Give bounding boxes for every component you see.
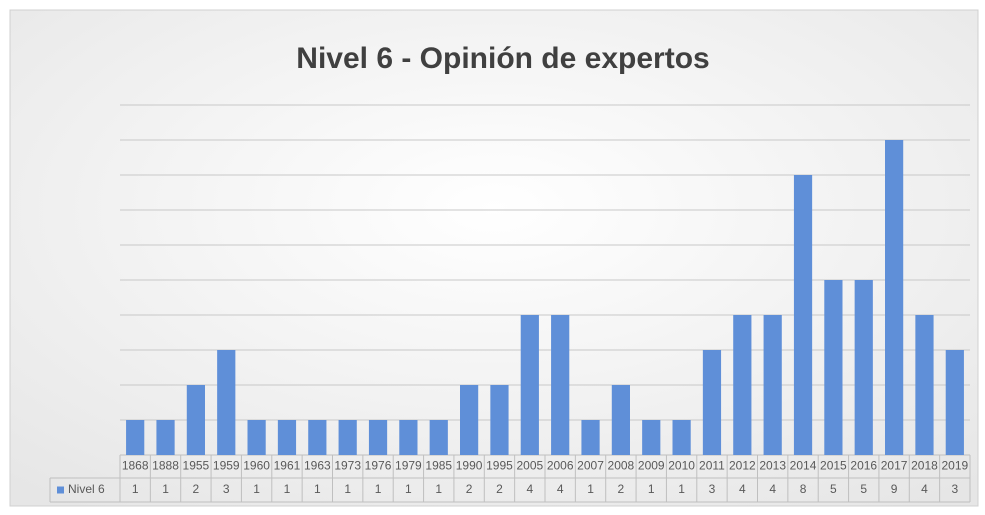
bar (490, 385, 509, 455)
table-value: 4 (557, 482, 564, 496)
bar (793, 175, 813, 455)
x-tick-label: 2017 (881, 459, 908, 473)
table-value: 3 (951, 482, 958, 496)
bar (338, 420, 357, 455)
x-tick-label: 1868 (122, 459, 149, 473)
bar (702, 350, 722, 455)
x-tick-label: 1888 (152, 459, 179, 473)
bar (277, 420, 297, 455)
bar (733, 315, 752, 455)
table-value: 4 (769, 482, 776, 496)
x-tick-label: 2007 (577, 459, 604, 473)
legend-label: Nivel 6 (68, 482, 105, 496)
x-tick-label: 2018 (911, 459, 938, 473)
table-value: 2 (618, 482, 625, 496)
table-value: 2 (193, 482, 200, 496)
bar (368, 420, 388, 455)
table-value: 1 (344, 482, 351, 496)
x-tick-label: 1976 (365, 459, 392, 473)
bar (611, 385, 630, 455)
x-tick-label: 1985 (425, 459, 452, 473)
table-value: 2 (496, 482, 503, 496)
x-tick-label: 2013 (759, 459, 786, 473)
table-value: 3 (223, 482, 230, 496)
bar (217, 350, 236, 455)
x-tick-label: 1973 (334, 459, 361, 473)
x-tick-label: 2011 (699, 459, 725, 473)
table-value: 1 (648, 482, 655, 496)
legend-swatch (57, 486, 64, 494)
x-tick-label: 2016 (850, 459, 877, 473)
table-value: 4 (739, 482, 746, 496)
table-value: 1 (284, 482, 291, 496)
bar (247, 420, 266, 455)
bar (885, 140, 904, 455)
table-value: 8 (800, 482, 807, 496)
table-value: 1 (253, 482, 260, 496)
bar (824, 280, 843, 455)
x-tick-label: 2010 (668, 459, 695, 473)
table-value: 5 (830, 482, 837, 496)
bar (642, 420, 661, 455)
x-tick-label: 2015 (820, 459, 847, 473)
x-tick-label: 2012 (729, 459, 756, 473)
table-value: 1 (314, 482, 321, 496)
table-value: 1 (132, 482, 139, 496)
table-value: 9 (891, 482, 898, 496)
table-value: 3 (709, 482, 716, 496)
bar (520, 315, 539, 455)
x-tick-label: 1955 (183, 459, 210, 473)
bar (854, 280, 873, 455)
table-value: 1 (162, 482, 169, 496)
table-value: 4 (921, 482, 928, 496)
table-value: 1 (375, 482, 382, 496)
table-value: 1 (587, 482, 594, 496)
bar (186, 385, 205, 455)
table-value: 1 (405, 482, 412, 496)
x-tick-label: 2006 (547, 459, 574, 473)
bar (429, 420, 448, 455)
x-tick-label: 2009 (638, 459, 665, 473)
table-value: 4 (526, 482, 533, 496)
x-tick-label: 1979 (395, 459, 422, 473)
table-value: 2 (466, 482, 473, 496)
bar (763, 315, 782, 455)
bar (399, 420, 418, 455)
bar (551, 315, 570, 455)
x-tick-label: 1959 (213, 459, 240, 473)
x-tick-label: 1961 (274, 459, 301, 473)
x-tick-label: 1990 (456, 459, 483, 473)
x-tick-label: 2005 (516, 459, 543, 473)
bar (156, 420, 175, 455)
bar (672, 420, 691, 455)
table-value: 1 (435, 482, 442, 496)
bar (581, 420, 600, 455)
bar (126, 420, 145, 455)
x-tick-label: 1960 (243, 459, 270, 473)
bar (915, 315, 934, 455)
bar (308, 420, 327, 455)
table-value: 1 (678, 482, 685, 496)
x-tick-label: 2014 (790, 459, 817, 473)
x-tick-label: 2008 (608, 459, 635, 473)
table-value: 5 (860, 482, 867, 496)
chart-title: Nivel 6 - Opinión de expertos (296, 42, 709, 75)
x-tick-label: 2019 (941, 459, 968, 473)
bar (945, 350, 964, 455)
x-tick-label: 1995 (486, 459, 513, 473)
bar (460, 385, 479, 455)
x-tick-label: 1963 (304, 459, 331, 473)
